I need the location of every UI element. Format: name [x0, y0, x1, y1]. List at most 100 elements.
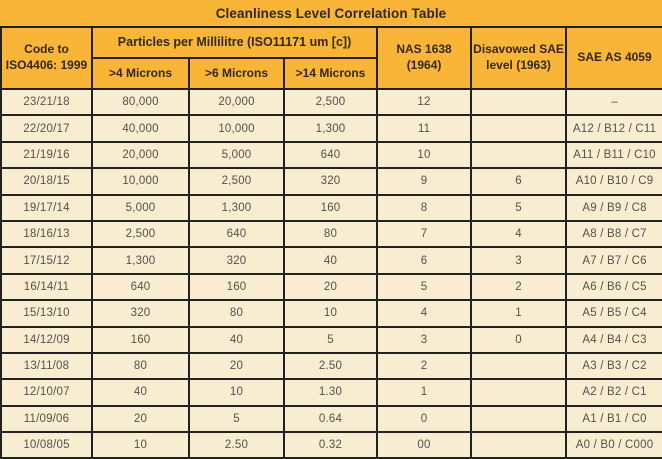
cell-particles-4um: 20 — [91, 404, 190, 434]
table-row: 12/10/07 40 10 1.30 1 A2 / B2 / C1 — [0, 378, 662, 407]
cell-particles-4um: 5,000 — [91, 193, 190, 222]
cell-particles-14um: 10 — [282, 299, 379, 328]
cell-sae-as4059: A8 / B8 / C7 — [565, 219, 662, 249]
cell-particles-4um: 10,000 — [91, 167, 190, 196]
header-14-microns: >14 Microns — [282, 57, 379, 90]
cell-particles-14um: 5 — [282, 325, 379, 354]
cell-particles-6um: 5 — [188, 404, 285, 434]
header-row-2: >4 Microns >6 Microns >14 Microns — [1, 57, 662, 90]
cell-iso-code: 18/16/13 — [0, 219, 93, 249]
cell-particles-4um: 2,500 — [91, 219, 190, 249]
cell-sae-as4059: A12 / B12 / C11 — [565, 114, 662, 143]
cell-particles-4um: 40,000 — [91, 114, 190, 143]
cell-disavowed-sae — [470, 378, 568, 407]
cell-iso-code: 10/08/05 — [0, 431, 93, 459]
cleanliness-correlation-table: Code to ISO4406: 1999 Particles per Mill… — [0, 26, 662, 459]
cell-disavowed-sae: 4 — [470, 219, 568, 249]
cell-particles-6um: 2.50 — [188, 431, 285, 459]
cell-nas-1638: 8 — [376, 193, 473, 222]
cell-nas-1638: 5 — [376, 272, 473, 302]
cell-iso-code: 13/11/08 — [0, 351, 93, 381]
table-row: 14/12/09 160 40 5 3 0 A4 / B4 / C3 — [0, 325, 662, 354]
cell-disavowed-sae — [470, 404, 568, 434]
cell-particles-4um: 640 — [91, 272, 190, 302]
cell-iso-code: 22/20/17 — [0, 114, 93, 143]
cell-sae-as4059: A2 / B2 / C1 — [565, 378, 662, 407]
cell-particles-4um: 80 — [91, 351, 190, 381]
cell-nas-1638: 3 — [376, 325, 473, 354]
cell-iso-code: 11/09/06 — [0, 404, 93, 434]
cell-particles-4um: 80,000 — [91, 87, 190, 117]
table-row: 19/17/14 5,000 1,300 160 8 5 A9 / B9 / C8 — [0, 193, 662, 222]
cell-sae-as4059: A7 / B7 / C6 — [565, 246, 662, 275]
cell-particles-14um: 320 — [282, 167, 379, 196]
cell-sae-as4059: A6 / B6 / C5 — [565, 272, 662, 302]
cell-sae-as4059: – — [565, 87, 662, 117]
table-row: 17/15/12 1,300 320 40 6 3 A7 / B7 / C6 — [0, 246, 662, 275]
header-row-1: Code to ISO4406: 1999 Particles per Mill… — [0, 26, 662, 90]
cell-particles-14um: 40 — [282, 246, 379, 275]
header-disavowed-sae: Disavowed SAE level (1963) — [470, 26, 568, 90]
cell-disavowed-sae: 0 — [470, 325, 568, 354]
cell-particles-6um: 40 — [188, 325, 285, 354]
cell-iso-code: 19/17/14 — [0, 193, 93, 222]
cell-iso-code: 14/12/09 — [0, 325, 93, 354]
cell-particles-4um: 160 — [91, 325, 190, 354]
cell-nas-1638: 11 — [376, 114, 473, 143]
cell-nas-1638: 10 — [376, 140, 473, 170]
table-row: 10/08/05 10 2.50 0.32 00 A0 / B0 / C000 — [0, 431, 662, 459]
cell-iso-code: 16/14/11 — [0, 272, 93, 302]
table-row: 22/20/17 40,000 10,000 1,300 11 A12 / B12 / C… — [0, 114, 662, 143]
cell-nas-1638: 0 — [376, 404, 473, 434]
cell-particles-6um: 10 — [188, 378, 285, 407]
cell-sae-as4059: A3 / B3 / C2 — [565, 351, 662, 381]
cell-particles-6um: 10,000 — [188, 114, 285, 143]
cell-particles-6um: 2,500 — [188, 167, 285, 196]
table-row: 21/19/16 20,000 5,000 640 10 A11 / B11 / C10 — [0, 140, 662, 170]
table-header: Code to ISO4406: 1999 Particles per Mill… — [0, 26, 662, 90]
cell-sae-as4059: A9 / B9 / C8 — [565, 193, 662, 222]
cell-disavowed-sae: 5 — [470, 193, 568, 222]
header-iso-code: Code to ISO4406: 1999 — [0, 26, 93, 90]
header-6-microns: >6 Microns — [188, 57, 285, 90]
cell-nas-1638: 00 — [376, 431, 473, 459]
cell-nas-1638: 12 — [376, 87, 473, 117]
cell-iso-code: 17/15/12 — [0, 246, 93, 275]
cell-iso-code: 21/19/16 — [0, 140, 93, 170]
cell-particles-14um: 640 — [282, 140, 379, 170]
header-particles-group: Particles per Millilitre (ISO11171 um [c… — [90, 26, 379, 59]
cell-disavowed-sae: 3 — [470, 246, 568, 275]
cell-iso-code: 20/18/15 — [0, 167, 93, 196]
cell-particles-4um: 1,300 — [91, 246, 190, 275]
cell-disavowed-sae: 6 — [470, 167, 568, 196]
cell-disavowed-sae — [470, 140, 568, 170]
cell-particles-4um: 20,000 — [91, 140, 190, 170]
cell-particles-14um: 2,500 — [282, 87, 379, 117]
table-body: 23/21/18 80,000 20,000 2,500 12–22/20/17 40,0… — [0, 87, 662, 459]
header-4-microns: >4 Microns — [91, 57, 190, 90]
cell-particles-14um: 0.32 — [282, 431, 379, 459]
cell-particles-14um: 0.64 — [282, 404, 379, 434]
cell-particles-14um: 1.30 — [282, 378, 379, 407]
cell-nas-1638: 9 — [376, 167, 473, 196]
cell-disavowed-sae — [470, 114, 568, 143]
cell-particles-4um: 10 — [91, 431, 190, 459]
table-row: 18/16/13 2,500 640 80 7 4 A8 / B8 / C7 — [0, 219, 662, 249]
cell-disavowed-sae — [470, 351, 568, 381]
header-sae-as4059: SAE AS 4059 — [565, 26, 662, 90]
cell-nas-1638: 6 — [376, 246, 473, 275]
cell-nas-1638: 1 — [376, 378, 473, 407]
cell-sae-as4059: A0 / B0 / C000 — [565, 431, 662, 459]
cell-particles-14um: 20 — [282, 272, 379, 302]
cell-particles-4um: 40 — [91, 378, 190, 407]
cell-disavowed-sae — [470, 431, 568, 459]
cell-particles-6um: 5,000 — [188, 140, 285, 170]
cell-nas-1638: 2 — [376, 351, 473, 381]
page-title-text: Cleanliness Level Correlation Table — [215, 5, 447, 21]
page-title: Cleanliness Level Correlation Table — [0, 0, 662, 26]
cell-particles-6um: 80 — [188, 299, 285, 328]
cell-particles-6um: 20 — [188, 351, 285, 381]
cell-disavowed-sae: 1 — [470, 299, 568, 328]
cell-iso-code: 15/13/10 — [0, 299, 93, 328]
cell-sae-as4059: A10 / B10 / C9 — [565, 167, 662, 196]
